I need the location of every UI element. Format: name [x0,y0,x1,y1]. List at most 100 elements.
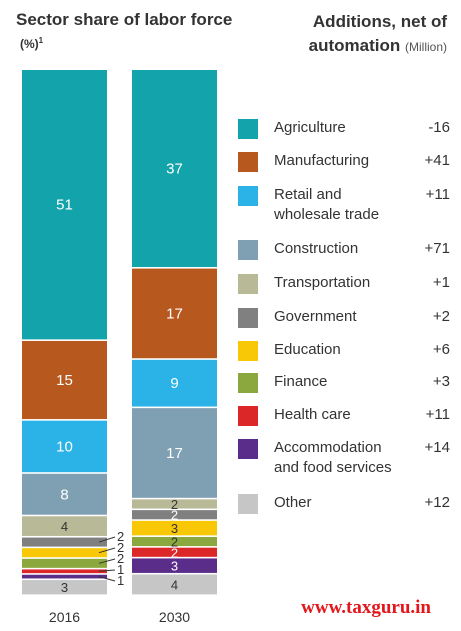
net-addition-value: +11 [425,406,450,423]
legend-item-2: Retail and wholesale trade +11 [238,184,450,226]
right-title-line1: Additions, net of [312,12,447,31]
legend-label: Construction [274,239,414,259]
data-label-2030-4: 2 [171,497,178,512]
bar-segment-2016-6 [22,548,107,558]
legend-label: Other [274,493,414,513]
x-tick-label-2016: 2016 [49,609,80,625]
net-addition-value: +1 [432,274,450,291]
legend-swatch [238,373,258,393]
legend-label: Retail and wholesale trade [274,185,414,225]
right-title-main: automation [308,36,401,55]
data-label-2030-1: 17 [166,305,183,322]
callout-line-2016-6 [98,547,116,554]
legend-swatch [238,240,258,260]
footnote-marker: 1 [38,36,44,45]
data-label-2016-10: 3 [61,580,68,595]
legend-label-line: Finance [274,373,328,390]
legend-item-10: Other +12 [238,492,450,514]
bar-segment-2016-0 [22,70,107,340]
data-label-2030-6: 3 [171,521,178,536]
data-label-2016-5: 2 [117,529,124,544]
chart-title-right: Additions, net of automation (Million) [257,10,447,59]
bar-segment-2030-3 [132,408,217,498]
net-addition-value: +71 [424,240,450,257]
right-title-line2: automation (Million) [257,34,447,59]
net-addition-value: +14 [424,439,450,456]
bar-segment-2030-1 [132,268,217,359]
bar-segment-2016-5 [22,537,107,547]
legend-swatch [238,119,258,139]
net-addition-value: +2 [432,308,450,325]
x-tick-label-2030: 2030 [159,609,190,625]
legend-label-line: Government [274,308,357,325]
legend-label: Agriculture [274,118,414,138]
legend-label-line: Construction [274,240,359,257]
legend-item-9: Accommodation and food services +14 [238,437,450,479]
legend-label-line: Agriculture [274,119,346,136]
legend-label: Manufacturing [274,151,414,171]
data-label-2016-8: 1 [117,562,124,577]
legend-item-3: Construction +71 [238,238,450,260]
callout-line-2016-5 [98,536,116,543]
callout-line-2016-7 [98,558,116,564]
legend-label-line: Transportation [274,274,371,291]
legend-item-8: Health care +11 [238,404,450,426]
net-addition-value: +11 [425,186,450,203]
legend-swatch [238,494,258,514]
bar-segment-2030-2 [132,359,217,407]
data-label-2030-2: 9 [170,375,178,392]
legend-item-7: Finance +3 [238,371,450,393]
legend-swatch [238,439,258,459]
bar-segment-2016-4 [22,516,107,536]
data-label-2016-2: 10 [56,438,73,455]
net-addition-value: +6 [432,341,450,358]
data-label-2016-7: 2 [117,551,124,566]
data-label-2016-1: 15 [56,372,73,389]
legend-item-4: Transportation +1 [238,272,450,294]
data-label-2030-0: 37 [166,160,183,177]
legend-swatch [238,186,258,206]
legend-label: Transportation [274,273,414,293]
watermark: www.taxguru.in [301,597,431,618]
data-label-2016-9: 1 [117,573,124,588]
legend-label: Accommodation and food services [274,438,414,478]
legend-label-line: wholesale trade [274,206,380,223]
bar-segment-2016-3 [22,473,107,515]
legend-swatch [238,308,258,328]
legend-item-6: Education +6 [238,339,450,361]
legend-item-5: Government +2 [238,306,450,328]
chart-title-left: Sector share of labor force [16,10,233,29]
bar-segment-2030-9 [132,558,217,573]
legend-label-line: Education [274,341,341,358]
legend-swatch [238,152,258,172]
legend-label: Education [274,340,414,360]
callout-line-2016-8 [98,569,116,572]
legend-item-0: Agriculture -16 [238,117,450,139]
bar-segment-2030-7 [132,536,217,547]
net-addition-value: -16 [428,119,450,136]
data-label-2030-9: 3 [171,559,178,574]
legend-swatch [238,406,258,426]
unit-text: (%) [20,37,39,51]
bar-segment-2030-5 [132,510,217,520]
legend-label: Government [274,307,414,327]
bar-segment-2030-6 [132,520,217,536]
bar-segment-2016-2 [22,420,107,473]
legend-swatch [238,341,258,361]
data-label-2030-8: 2 [171,545,178,560]
data-label-2016-6: 2 [117,540,124,555]
legend-label-line: Health care [274,406,351,423]
data-label-2030-5: 2 [171,508,178,523]
bar-segment-2016-8 [22,569,107,574]
legend-label-line: and food services [274,459,392,476]
data-label-2030-7: 2 [171,535,178,550]
legend-label-line: Accommodation [274,439,382,456]
bar-segment-2030-10 [132,574,217,595]
data-label-2030-10: 4 [171,577,178,592]
bar-segment-2016-9 [22,574,107,579]
bar-segment-2016-7 [22,558,107,568]
legend-swatch [238,274,258,294]
bar-segment-2016-1 [22,340,107,420]
legend-label-line: Retail and [274,186,342,203]
data-label-2030-3: 17 [166,445,183,462]
